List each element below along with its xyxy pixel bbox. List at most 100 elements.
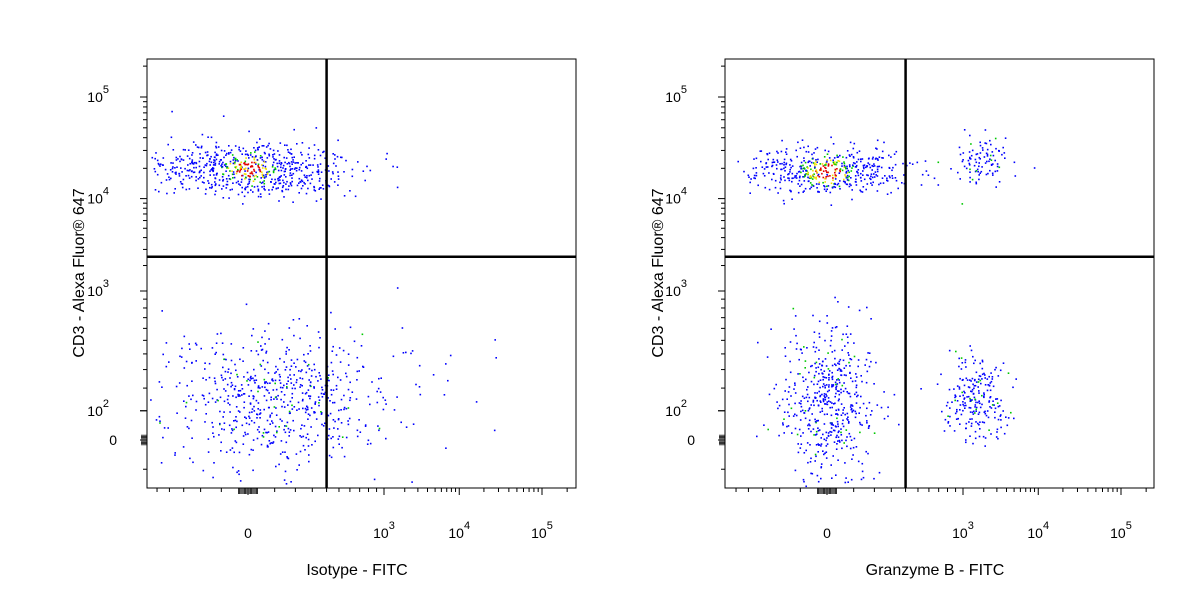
data-point bbox=[839, 370, 842, 372]
data-point bbox=[300, 187, 303, 190]
data-point bbox=[800, 183, 803, 186]
data-point bbox=[824, 164, 826, 166]
data-point bbox=[257, 353, 260, 356]
data-point bbox=[846, 178, 849, 181]
data-point bbox=[293, 128, 295, 131]
data-point bbox=[311, 171, 314, 174]
data-point bbox=[168, 178, 171, 181]
data-point bbox=[959, 178, 961, 180]
data-point bbox=[266, 361, 269, 364]
data-point bbox=[813, 176, 815, 179]
data-point bbox=[306, 176, 308, 179]
data-point bbox=[245, 186, 247, 189]
data-point bbox=[229, 449, 232, 451]
data-point bbox=[881, 157, 883, 159]
data-point bbox=[220, 441, 222, 444]
data-point bbox=[259, 170, 261, 173]
data-point bbox=[857, 174, 860, 177]
data-point bbox=[248, 178, 250, 181]
data-point bbox=[787, 425, 790, 427]
data-point bbox=[805, 396, 808, 399]
data-point bbox=[861, 380, 863, 383]
data-point bbox=[838, 381, 841, 384]
data-point bbox=[241, 424, 244, 427]
data-point bbox=[834, 186, 837, 189]
data-point bbox=[974, 406, 976, 408]
data-point bbox=[159, 422, 161, 424]
data-point bbox=[988, 429, 990, 431]
data-point bbox=[808, 419, 811, 422]
data-point bbox=[238, 148, 240, 151]
data-point bbox=[965, 427, 967, 430]
data-point bbox=[828, 389, 830, 392]
data-point bbox=[178, 172, 180, 175]
data-point bbox=[241, 394, 243, 396]
data-point bbox=[814, 165, 816, 167]
data-point bbox=[840, 428, 842, 430]
data-point bbox=[819, 379, 822, 381]
data-point bbox=[204, 362, 206, 364]
data-point bbox=[963, 165, 966, 168]
data-point bbox=[826, 159, 829, 161]
data-point bbox=[271, 378, 274, 380]
data-point bbox=[218, 434, 220, 436]
data-point bbox=[227, 174, 230, 177]
data-point bbox=[220, 332, 222, 335]
data-point bbox=[200, 145, 203, 148]
data-point bbox=[217, 399, 219, 402]
data-point bbox=[870, 178, 872, 181]
data-point bbox=[981, 378, 983, 380]
data-point bbox=[272, 149, 275, 152]
data-point bbox=[190, 398, 192, 401]
data-point bbox=[311, 444, 313, 446]
data-point bbox=[278, 154, 281, 156]
data-point bbox=[265, 399, 268, 402]
data-point bbox=[839, 180, 841, 182]
data-point bbox=[981, 421, 984, 423]
data-point bbox=[209, 164, 211, 166]
data-point bbox=[809, 176, 811, 179]
data-point bbox=[846, 325, 849, 327]
data-point bbox=[241, 186, 243, 189]
data-point bbox=[285, 350, 287, 353]
data-point bbox=[377, 387, 380, 390]
data-point bbox=[805, 378, 807, 381]
data-point bbox=[289, 400, 292, 403]
data-point bbox=[332, 389, 335, 391]
data-point bbox=[293, 384, 295, 386]
data-point bbox=[188, 343, 190, 345]
data-point bbox=[214, 151, 216, 154]
data-point bbox=[838, 368, 841, 370]
data-point bbox=[247, 168, 249, 171]
data-point bbox=[306, 406, 309, 409]
data-point bbox=[233, 176, 236, 179]
data-point bbox=[981, 147, 984, 149]
data-point bbox=[794, 315, 797, 317]
data-point bbox=[301, 180, 304, 183]
data-point bbox=[823, 395, 826, 397]
data-point bbox=[219, 410, 221, 413]
data-point bbox=[836, 434, 838, 437]
data-point bbox=[882, 182, 885, 184]
data-point bbox=[891, 169, 893, 172]
data-point bbox=[925, 170, 928, 172]
data-point bbox=[851, 189, 853, 191]
data-point bbox=[795, 414, 798, 417]
data-point bbox=[860, 478, 863, 481]
data-point bbox=[994, 170, 997, 173]
x-tick-label: 0 bbox=[244, 525, 252, 541]
data-point bbox=[236, 373, 238, 376]
data-point bbox=[820, 401, 822, 403]
data-point bbox=[814, 148, 817, 150]
data-point bbox=[320, 187, 322, 189]
data-point bbox=[260, 177, 262, 179]
data-point bbox=[233, 163, 236, 165]
data-point bbox=[871, 169, 873, 171]
data-point bbox=[832, 161, 835, 164]
data-point bbox=[309, 345, 311, 347]
data-point bbox=[233, 451, 235, 454]
data-point bbox=[821, 407, 823, 410]
data-point bbox=[369, 403, 371, 406]
data-point bbox=[898, 423, 900, 426]
data-point bbox=[983, 396, 985, 399]
